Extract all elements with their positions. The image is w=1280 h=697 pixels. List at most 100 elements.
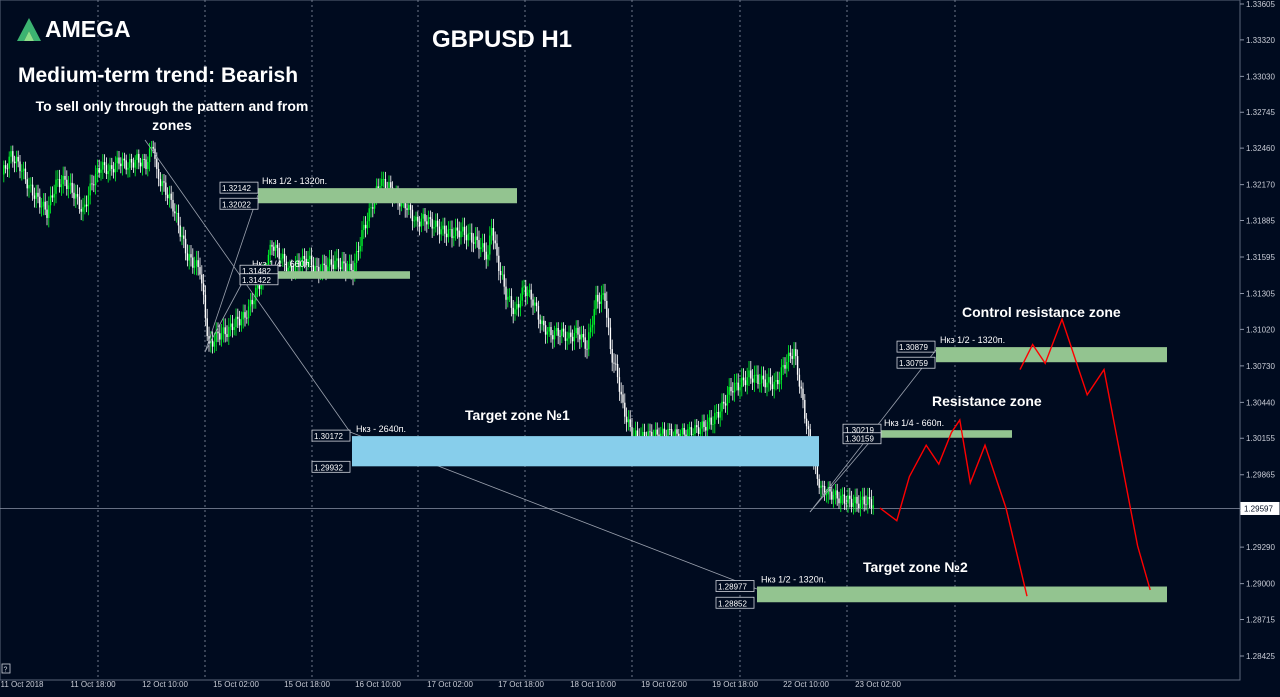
candle-body [157,168,160,180]
candle-body [57,179,59,180]
candle-body [192,257,194,268]
annotation-label: Target zone №1 [465,407,570,423]
candle-body [231,323,234,331]
candle-body [694,425,696,435]
candle-body [759,383,761,385]
candle-body [174,211,176,214]
zone-upper-price: 1.31482 [242,267,271,276]
candle-body [355,250,358,263]
candle-body [508,296,511,298]
candle-body [96,168,99,174]
candle-body [570,332,572,337]
candle-body [426,221,428,225]
candle-body [744,380,747,386]
y-tick-label: 1.32460 [1246,144,1275,153]
candle-body [741,377,743,388]
candle-body [683,427,685,435]
candle-body [55,179,57,194]
candle-body [53,193,55,198]
candle-body [706,421,709,431]
candle-body [372,207,374,209]
candle-body [816,464,819,479]
candle-body [147,161,149,169]
candle-body [755,374,757,376]
candle-body [526,292,529,296]
candle-body [723,401,725,404]
candle-body [321,263,324,274]
candle-body [316,266,318,268]
candle-body [494,240,496,244]
candle-body [476,236,478,241]
candle-body [843,494,846,504]
candle-body [130,158,133,163]
candle-body [163,181,165,183]
candle-body [121,158,124,167]
candle-body [35,192,37,199]
annotation-label: Resistance zone [932,393,1042,409]
zone-upper-price: 1.30879 [899,343,928,352]
candle-body [80,208,82,212]
y-tick-label: 1.31305 [1246,289,1275,298]
candle-body [132,162,135,168]
candle-body [775,380,777,382]
candle-body [467,233,469,241]
candle-body [717,412,720,418]
candle-body [440,229,442,235]
candle-body [139,162,142,167]
x-tick-label: 15 Oct 02:00 [213,680,259,689]
candle-body [87,195,90,207]
candle-body [280,258,282,260]
candle-body [463,226,466,235]
candle-body [300,264,302,268]
candle-body [472,242,475,244]
candle-body [60,184,63,188]
candle-body [424,214,426,222]
candle-body [327,266,329,272]
candle-body [742,377,745,381]
candle-body [687,429,689,438]
candle-body [726,394,729,406]
candle-body [179,225,181,237]
candle-body [93,184,95,186]
candle-body [193,265,196,268]
candle-body [625,416,628,423]
zone-label: Нкз 1/2 - 1320п. [262,176,327,186]
candle-body [114,163,117,173]
candle-body [152,146,154,149]
candle-body [773,381,775,390]
candle-body [598,301,601,304]
candle-body [453,236,455,239]
candle-body [220,333,223,340]
candle-body [100,169,102,173]
zone-rect [757,586,1167,603]
candle-body [289,265,291,268]
y-tick-label: 1.31595 [1246,253,1275,262]
candle-body [58,179,61,188]
candle-body [404,198,406,209]
candle-body [793,349,795,359]
candle-body [75,194,77,199]
candle-body [310,255,313,266]
x-tick-label: 16 Oct 10:00 [355,680,401,689]
candle-body [172,199,174,212]
x-tick-label: 17 Oct 02:00 [427,680,473,689]
x-tick-label: 19 Oct 18:00 [712,680,758,689]
candle-body [388,182,390,190]
candle-body [847,495,849,504]
candle-body [636,430,639,437]
candle-body [800,386,802,389]
candle-body [719,411,721,418]
candle-body [332,264,334,269]
candle-body [649,431,651,433]
candle-body [336,258,338,261]
candle-body [283,253,286,262]
candle-body [807,426,810,430]
candle-body [478,240,480,250]
candle-body [784,365,786,369]
candle-body [546,331,549,335]
candle-body [580,334,583,340]
candle-body [732,391,734,393]
candle-body [188,254,190,261]
candle-body [382,178,385,180]
y-tick-label: 1.29290 [1246,543,1275,552]
